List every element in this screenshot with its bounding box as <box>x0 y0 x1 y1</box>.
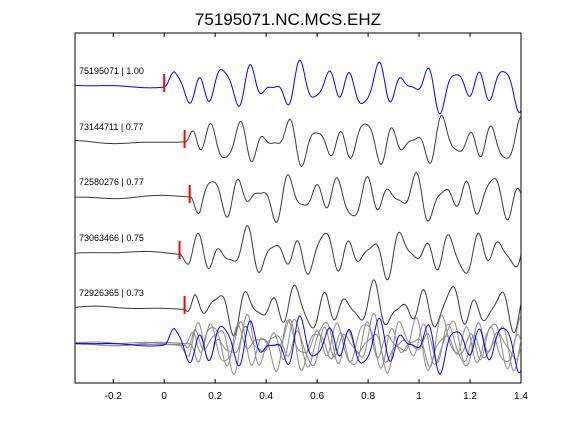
x-tick-label-8: 1.4 <box>514 391 528 402</box>
chart-title: 75195071.NC.MCS.EHZ <box>194 10 382 29</box>
overlay-trace-5 <box>74 312 522 375</box>
x-tick-label-4: 0.6 <box>310 391 324 402</box>
trace-waveform-1 <box>75 59 522 115</box>
trace-label-5: 72926365 | 0.73 <box>79 288 144 298</box>
overlay-layer <box>74 312 522 375</box>
traces-layer: 75195071 | 1.00 73144711 | 0.77 72580276 |… <box>74 59 522 337</box>
plot-frame <box>74 32 522 384</box>
x-tick-label-2: 0.2 <box>208 391 222 402</box>
trace-label-2: 73144711 | 0.77 <box>79 122 143 132</box>
trace-label-1: 75195071 | 1.00 <box>79 66 144 76</box>
x-tick-label-0: -0.2 <box>105 391 123 402</box>
trace-waveform-3 <box>75 171 522 224</box>
trace-label-4: 73063466 | 0.75 <box>79 233 144 243</box>
x-axis: -0.2 0 0.2 0.4 0.6 0.8 1 1.2 1.4 <box>105 33 528 402</box>
x-tick-label-7: 1.2 <box>463 391 477 402</box>
x-tick-label-5: 0.8 <box>361 391 375 402</box>
trace-waveform-4 <box>75 225 522 281</box>
trace-label-3: 72580276 | 0.77 <box>79 177 144 187</box>
x-tick-label-6: 1 <box>416 391 422 402</box>
x-tick-label-1: 0 <box>161 391 167 402</box>
overlay-trace-1 <box>74 315 522 375</box>
trace-waveform-2 <box>74 115 522 168</box>
overlay-trace-2 <box>75 314 522 372</box>
trace-waveform-5 <box>74 279 522 337</box>
overlay-trace-4 <box>75 314 522 374</box>
x-tick-label-3: 0.4 <box>259 391 273 402</box>
